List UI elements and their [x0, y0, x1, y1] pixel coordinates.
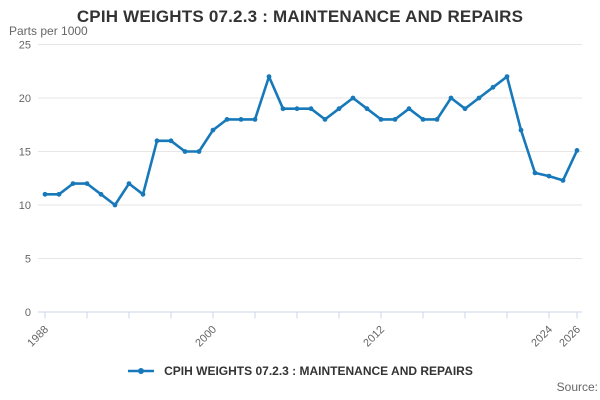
- data-point-marker: [504, 74, 510, 79]
- data-point-marker: [56, 191, 62, 197]
- data-point-marker: [546, 173, 552, 179]
- data-point-marker: [336, 106, 342, 112]
- data-point-marker: [406, 106, 412, 112]
- data-point-marker: [364, 106, 370, 112]
- data-point-marker: [392, 117, 398, 122]
- source-label: Source:: [556, 380, 598, 394]
- data-point-marker: [350, 95, 356, 101]
- data-point-marker: [112, 202, 118, 208]
- y-axis-tick-label: 15: [19, 147, 31, 159]
- data-point-marker: [84, 181, 90, 187]
- data-point-marker: [294, 106, 300, 112]
- legend-marker-icon: [128, 368, 155, 374]
- data-point-marker: [182, 149, 188, 154]
- x-axis-tick-label: 2000: [193, 324, 219, 350]
- data-point-marker: [308, 106, 314, 112]
- x-axis-tick-label: 1988: [25, 324, 51, 350]
- data-point-marker: [266, 74, 272, 79]
- y-axis-unit-label: Parts per 1000: [9, 24, 88, 38]
- data-point-marker: [154, 138, 160, 144]
- data-point-marker: [322, 117, 328, 122]
- data-point-marker: [420, 117, 426, 122]
- x-axis-tick-label: 2024: [529, 324, 555, 350]
- y-axis-tick-label: 0: [25, 307, 31, 319]
- data-point-marker: [532, 170, 538, 176]
- data-point-marker: [476, 95, 482, 101]
- data-point-marker: [126, 181, 132, 187]
- data-point-marker: [140, 191, 146, 197]
- data-point-marker: [462, 106, 468, 112]
- data-point-marker: [434, 117, 440, 122]
- legend-label: CPIH WEIGHTS 07.2.3 : MAINTENANCE AND RE…: [164, 364, 473, 378]
- x-axis-tick-label: 2012: [361, 324, 387, 350]
- data-point-marker: [42, 191, 48, 197]
- data-point-marker: [560, 177, 566, 183]
- y-axis-tick-label: 25: [19, 40, 31, 52]
- chart-title: CPIH WEIGHTS 07.2.3 : MAINTENANCE AND RE…: [76, 7, 524, 26]
- x-axis-tick-label: 2026: [557, 324, 583, 350]
- data-point-marker: [574, 148, 580, 153]
- data-point-marker: [490, 84, 496, 90]
- data-point-marker: [252, 117, 258, 122]
- y-axis-tick-label: 20: [19, 93, 31, 105]
- data-point-marker: [70, 181, 76, 187]
- data-point-marker: [98, 191, 104, 197]
- data-point-marker: [224, 117, 230, 122]
- data-point-marker: [210, 127, 216, 133]
- y-axis-tick-label: 5: [25, 254, 31, 266]
- line-chart: 0 5 10 15 20 25 1988 2000 2012 2024 2026: [19, 40, 583, 350]
- data-point-marker: [448, 95, 454, 101]
- data-point-marker: [280, 106, 286, 112]
- data-point-marker: [518, 127, 524, 133]
- data-point-marker: [378, 117, 384, 122]
- series-line: [43, 75, 579, 207]
- data-point-marker: [196, 149, 202, 154]
- data-point-marker: [168, 138, 174, 144]
- legend-item[interactable]: CPIH WEIGHTS 07.2.3 : MAINTENANCE AND RE…: [0, 364, 600, 378]
- y-axis-tick-label: 10: [19, 200, 31, 212]
- data-point-marker: [238, 117, 244, 122]
